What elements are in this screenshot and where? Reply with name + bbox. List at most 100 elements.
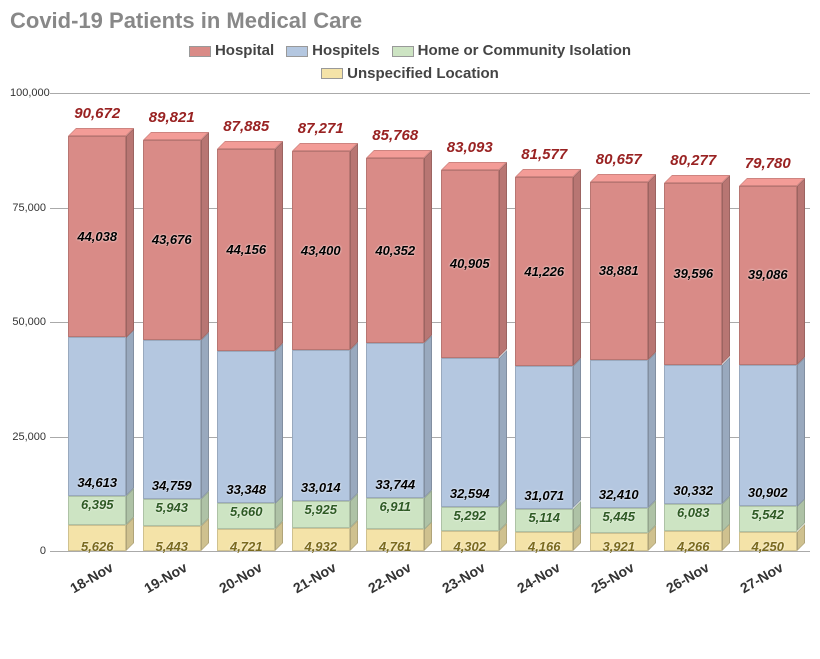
bar-group: 4,761 6,911 33,744 40,352 85,768 — [366, 93, 424, 551]
bar-group: 4,166 5,114 31,071 41,226 81,577 — [515, 93, 573, 551]
value-label: 34,613 — [77, 475, 117, 490]
x-axis-label: 18-Nov — [67, 559, 115, 596]
bar-segment — [366, 343, 424, 498]
bar-group: 4,250 5,542 30,902 39,086 79,780 — [739, 93, 797, 551]
chart-title: Covid-19 Patients in Medical Care — [10, 8, 810, 34]
x-axis-label: 26-Nov — [663, 559, 711, 596]
total-label: 83,093 — [447, 139, 493, 156]
value-label: 39,086 — [748, 267, 788, 282]
value-label: 5,443 — [155, 539, 188, 554]
bars-region: 5,626 6,395 34,613 44,038 90,672 5,443 5,943 34… — [60, 93, 805, 551]
legend-swatch — [392, 46, 414, 57]
value-label: 34,759 — [152, 478, 192, 493]
value-label: 43,400 — [301, 243, 341, 258]
value-label: 5,626 — [81, 539, 114, 554]
legend-item-0: Hospital — [189, 40, 274, 63]
value-label: 44,038 — [77, 229, 117, 244]
value-label: 41,226 — [524, 264, 564, 279]
plot-area: 025,00050,00075,000100,000 5,6266,39534,… — [50, 93, 820, 593]
legend: Hospital Hospitels Home or Community Isola… — [10, 40, 810, 85]
x-axis-label: 21-Nov — [290, 559, 338, 596]
x-axis-label: 24-Nov — [514, 559, 562, 596]
bar-segment — [292, 350, 350, 501]
y-axis-label: 50,000 — [10, 316, 46, 328]
bar-segment — [217, 351, 275, 504]
value-label: 4,932 — [304, 539, 337, 554]
value-label: 5,114 — [528, 510, 560, 525]
legend-item-3: Unspecified Location — [321, 63, 499, 86]
total-label: 87,885 — [223, 118, 269, 135]
value-label: 4,250 — [751, 539, 784, 554]
y-axis-label: 25,000 — [10, 431, 46, 443]
legend-label: Unspecified Location — [347, 65, 499, 82]
total-label: 85,768 — [372, 127, 418, 144]
x-axis-label: 22-Nov — [365, 559, 413, 596]
value-label: 40,352 — [375, 243, 415, 258]
value-label: 33,014 — [301, 480, 341, 495]
y-axis-label: 0 — [10, 545, 46, 557]
x-axis-label: 19-Nov — [141, 559, 189, 596]
value-label: 31,071 — [524, 488, 564, 503]
value-label: 32,594 — [450, 486, 490, 501]
x-axis-labels: 18-Nov 19-Nov 20-Nov 21-Nov 22-Nov 23-Nov 24-N… — [60, 553, 805, 593]
value-label: 33,348 — [226, 482, 266, 497]
value-label: 5,660 — [230, 504, 263, 519]
value-label: 32,410 — [599, 487, 639, 502]
legend-label: Hospital — [215, 42, 274, 59]
bar-group: 4,932 5,925 33,014 43,400 87,271 — [292, 93, 350, 551]
legend-label: Home or Community Isolation — [418, 42, 631, 59]
legend-swatch — [189, 46, 211, 57]
legend-item-1: Hospitels — [286, 40, 380, 63]
value-label: 4,721 — [230, 539, 263, 554]
x-axis-label: 27-Nov — [737, 559, 785, 596]
value-label: 5,943 — [155, 500, 188, 515]
x-axis-label: 20-Nov — [216, 559, 264, 596]
value-label: 33,744 — [375, 477, 415, 492]
value-label: 6,911 — [379, 499, 411, 514]
total-label: 89,821 — [149, 109, 195, 126]
chart-container: Covid-19 Patients in Medical Care Hospit… — [0, 0, 820, 659]
bar-group: 4,266 6,083 30,332 39,596 80,277 — [664, 93, 722, 551]
value-label: 40,905 — [450, 256, 490, 271]
bar-segment — [143, 340, 201, 499]
bar-segment — [441, 358, 499, 507]
legend-swatch — [286, 46, 308, 57]
total-label: 90,672 — [74, 105, 120, 122]
bar-segment — [68, 337, 126, 496]
bar-group: 4,302 5,292 32,594 40,905 83,093 — [441, 93, 499, 551]
value-label: 30,902 — [748, 485, 788, 500]
value-label: 5,445 — [602, 509, 635, 524]
bar-group: 5,626 6,395 34,613 44,038 90,672 — [68, 93, 126, 551]
y-axis-label: 100,000 — [10, 87, 46, 99]
value-label: 4,761 — [379, 539, 412, 554]
value-label: 5,542 — [751, 507, 784, 522]
x-axis-label: 25-Nov — [588, 559, 636, 596]
total-label: 79,780 — [745, 155, 791, 172]
legend-label: Hospitels — [312, 42, 380, 59]
x-axis-label: 23-Nov — [439, 559, 487, 596]
value-label: 5,292 — [453, 508, 486, 523]
bar-segment — [590, 360, 648, 508]
value-label: 5,925 — [304, 502, 337, 517]
value-label: 30,332 — [673, 483, 713, 498]
bar-group: 4,721 5,660 33,348 44,156 87,885 — [217, 93, 275, 551]
value-label: 4,302 — [453, 539, 486, 554]
total-label: 80,657 — [596, 151, 642, 168]
value-label: 4,166 — [528, 539, 561, 554]
legend-swatch — [321, 68, 343, 79]
value-label: 38,881 — [599, 263, 639, 278]
value-label: 6,395 — [81, 497, 114, 512]
bar-group: 5,443 5,943 34,759 43,676 89,821 — [143, 93, 201, 551]
bar-group: 3,921 5,445 32,410 38,881 80,657 — [590, 93, 648, 551]
value-label: 39,596 — [673, 266, 713, 281]
value-label: 4,266 — [677, 539, 710, 554]
total-label: 87,271 — [298, 120, 344, 137]
y-axis-label: 75,000 — [10, 202, 46, 214]
value-label: 43,676 — [152, 232, 192, 247]
legend-item-2: Home or Community Isolation — [392, 40, 631, 63]
total-label: 80,277 — [670, 152, 716, 169]
value-label: 6,083 — [677, 505, 710, 520]
value-label: 3,921 — [602, 539, 635, 554]
value-label: 44,156 — [226, 242, 266, 257]
total-label: 81,577 — [521, 146, 567, 163]
